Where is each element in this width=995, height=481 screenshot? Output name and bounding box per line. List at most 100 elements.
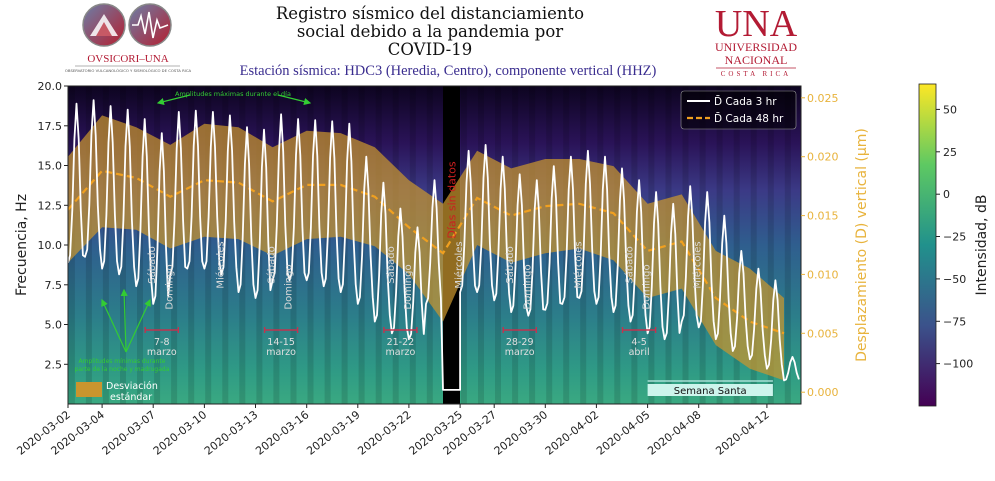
weekend-dates: 7-8 [154, 337, 170, 348]
weekend-month: marzo [147, 347, 177, 358]
legend-label-3hr: D̄ Cada 3 hr [714, 95, 777, 108]
title-line-3: COVID-19 [388, 40, 472, 59]
y-right-axis: 0.000 0.005 0.010 0.015 0.020 0.025 [801, 92, 839, 399]
weekday-label: Domingo [164, 264, 175, 309]
weekday-label: Miércoles [572, 241, 584, 288]
y-left-tick-label: 10.0 [38, 239, 63, 252]
spectrogram-night-stripe [750, 86, 757, 404]
x-tick-label: 2020-03-30 [492, 408, 550, 458]
weekend-dates: 28-29 [506, 337, 534, 348]
weekday-label: Sábado [146, 246, 158, 283]
spectrogram-night-stripe [85, 86, 92, 404]
x-tick-label: 2020-03-19 [304, 408, 362, 458]
y-right-tick-label: 0.025 [807, 92, 839, 105]
weekday-labels: Sábado Domingo Miércoles Sábado Domingo Sábad… [146, 241, 704, 309]
weekday-label: Miércoles [453, 241, 465, 288]
spectrogram-night-stripe [188, 86, 195, 404]
spectrogram-night-stripe [784, 86, 791, 404]
weekend-month: abril [629, 347, 650, 358]
x-tick-label: 2020-03-07 [100, 408, 158, 458]
y-right-tick-label: 0.015 [807, 210, 839, 223]
weekend-month: marzo [266, 347, 296, 358]
una-line-2: NACIONAL [725, 53, 788, 67]
weekday-label: Sábado [266, 246, 278, 283]
y-left-axis: 2.5 5.0 7.5 10.0 12.5 15.0 17.5 20.0 [38, 80, 68, 371]
y-left-tick-label: 15.0 [38, 160, 63, 173]
y-left-tick-label: 5.0 [45, 319, 63, 332]
y-right-tick-label: 0.020 [807, 151, 839, 164]
min-amplitude-label-2: parte de la noche y madrugada [75, 366, 170, 373]
x-tick-label: 2020-03-22 [355, 408, 413, 458]
spectrogram-night-stripe [767, 86, 774, 404]
x-tick-label: 2020-04-05 [594, 408, 652, 458]
holiday-marker: Semana Santa [647, 380, 773, 397]
std-dev-swatch [76, 382, 102, 397]
y-right-tick-label: 0.000 [807, 386, 839, 399]
legend: D̄ Cada 3 hr D̄ Cada 48 hr [680, 90, 797, 130]
y-left-tick-label: 20.0 [38, 80, 63, 93]
colorbar-tick-label: −50 [943, 273, 966, 286]
weekday-label: Miércoles [214, 241, 226, 288]
spectrogram-night-stripe [102, 86, 109, 404]
ovsicori-logo: OVSICORI–UNA OBSERVATORIO VULCANOLÓGICO … [65, 3, 192, 73]
weekday-label: Domingo [522, 264, 533, 309]
x-tick-label: 2020-04-12 [713, 408, 771, 458]
station-subtitle: Estación sísmica: HDC3 (Heredia, Centro)… [240, 63, 657, 79]
min-amplitude-annotation: Amplitudes mínimas durante parte de la n… [75, 288, 170, 373]
colorbar-tick-label: 0 [943, 188, 950, 201]
x-tick-label: 2020-03-10 [151, 408, 209, 458]
x-tick-label: 2020-03-16 [253, 408, 311, 458]
y-right-tick-label: 0.010 [807, 268, 839, 281]
weekday-label: Miércoles [692, 241, 704, 288]
colorbar-tick-label: −100 [943, 358, 973, 371]
weekend-month: marzo [505, 347, 535, 358]
series-3hr-line [68, 99, 800, 391]
std-dev-label-2: estándar [110, 392, 152, 403]
weekday-label: Domingo [642, 264, 653, 309]
std-dev-band [68, 115, 784, 381]
colorbar-tick-label: 50 [943, 103, 957, 116]
spectrogram-night-stripe [205, 86, 212, 404]
no-data-label: Días sin datos [446, 161, 459, 239]
y-right-tick-label: 0.005 [807, 327, 839, 340]
std-dev-label-1: Desviación [106, 381, 158, 392]
min-amplitude-label-1: Amplitudes mínimas durante [79, 358, 166, 365]
colorbar [918, 83, 937, 407]
weekday-label: Sábado [504, 246, 516, 283]
ovsicori-subtitle: OBSERVATORIO VULCANOLÓGICO Y SISMOLÓGICO… [65, 68, 192, 73]
x-axis: 2020-03-022020-03-042020-03-072020-03-10… [14, 404, 772, 458]
holiday-label: Semana Santa [674, 386, 747, 397]
y-left-label: Frecuencia, Hz [14, 194, 30, 296]
spectrogram-night-stripe [733, 86, 740, 404]
x-tick-label: 2020-04-08 [645, 408, 703, 458]
weekend-dates: 4-5 [631, 337, 647, 348]
una-wordmark: UNA [715, 3, 798, 45]
weekend-dates: 14-15 [267, 337, 295, 348]
title-line-1: Registro sísmico del distanciamiento [276, 4, 584, 23]
weekday-label: Sábado [624, 246, 636, 283]
y-left-tick-label: 17.5 [38, 120, 63, 133]
x-tick-label: 2020-03-13 [202, 408, 260, 458]
colorbar-label: Intensidad, dB [974, 195, 990, 296]
spectrogram-night-stripe [716, 86, 723, 404]
holiday-box [647, 384, 773, 396]
y-left-tick-label: 7.5 [45, 279, 63, 292]
weekday-label: Domingo [403, 264, 414, 309]
ovsicori-wordmark: OVSICORI–UNA [87, 53, 168, 65]
colorbar-ticks: 50 25 0 −25 −50 −75 −100 [936, 103, 973, 371]
colorbar-tick-label: 25 [943, 146, 957, 159]
chart-title: Registro sísmico del distanciamiento soc… [276, 4, 584, 59]
una-logo: UNA UNIVERSIDAD NACIONAL COSTA RICA [715, 3, 798, 78]
y-left-tick-label: 12.5 [38, 199, 63, 212]
weekday-label: Sábado [385, 246, 397, 283]
series-48hr-line [68, 169, 785, 335]
colorbar-tick-label: −75 [943, 315, 966, 328]
y-left-tick-label: 2.5 [45, 358, 63, 371]
legend-label-48hr: D̄ Cada 48 hr [714, 112, 784, 125]
max-amplitude-label: Amplitudes máximas durante el día [175, 90, 291, 98]
max-amplitude-annotation: Amplitudes máximas durante el día [156, 90, 312, 106]
seismogram-emblem-icon [128, 3, 172, 47]
colorbar-tick-label: −25 [943, 231, 966, 244]
x-tick-label: 2020-04-02 [543, 408, 601, 458]
